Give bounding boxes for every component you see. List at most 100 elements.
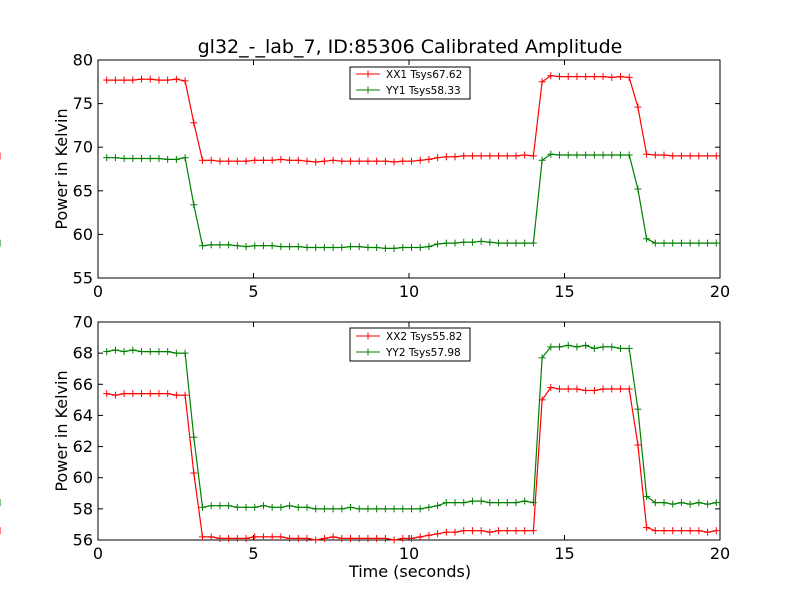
data-point-marker (616, 385, 624, 393)
x-tick-label: 10 (399, 544, 419, 563)
bottom-axis-ticks: 0 5 10 15 20 56 58 60 62 64 66 68 70 (73, 313, 731, 564)
x-tick-label: 0 (93, 544, 103, 563)
data-point-marker (216, 502, 224, 510)
data-point-marker (259, 242, 267, 250)
data-point-marker (120, 390, 128, 398)
data-point-marker (103, 348, 111, 356)
data-point-marker (407, 534, 415, 542)
data-point-marker (111, 346, 119, 354)
data-point-marker (416, 243, 424, 251)
data-point-marker (651, 527, 659, 535)
data-point-marker (303, 243, 311, 251)
data-point-marker (320, 534, 328, 542)
data-point-marker (695, 527, 703, 535)
data-point-marker (608, 151, 616, 159)
data-point-marker (643, 235, 651, 243)
data-point-marker (669, 239, 677, 247)
data-point-marker (486, 528, 494, 536)
data-point-marker (434, 240, 442, 248)
data-point-marker (277, 243, 285, 251)
data-point-marker (129, 155, 137, 163)
data-point-marker (138, 390, 146, 398)
data-point-marker (477, 152, 485, 160)
data-point-marker (364, 534, 372, 542)
data-point-marker (625, 344, 633, 352)
data-point-marker (503, 239, 511, 247)
x-tick-label: 5 (248, 544, 258, 563)
data-point-marker (111, 76, 119, 84)
data-point-marker (686, 500, 694, 508)
y-tick-label: 65 (73, 181, 93, 200)
x-tick-label: 5 (248, 282, 258, 301)
data-point-marker (712, 152, 720, 160)
data-point-marker (512, 152, 520, 160)
data-point-marker (373, 157, 381, 165)
data-point-marker (468, 152, 476, 160)
data-point-marker (442, 239, 450, 247)
data-point-marker (712, 527, 720, 535)
data-point-marker (599, 73, 607, 81)
data-point-marker (103, 76, 111, 84)
data-point-marker (207, 502, 215, 510)
y-tick-label: 66 (73, 375, 93, 394)
data-point-marker (259, 533, 267, 541)
data-point-marker (625, 151, 633, 159)
data-point-marker (381, 157, 389, 165)
data-point-marker (660, 151, 668, 159)
data-point-marker (529, 499, 537, 507)
data-point-marker (259, 502, 267, 510)
data-point-marker (434, 530, 442, 538)
data-point-marker (381, 505, 389, 513)
data-point-marker (207, 533, 215, 541)
data-point-marker (242, 157, 250, 165)
data-point-marker (312, 158, 320, 166)
data-point-marker (643, 492, 651, 500)
data-point-marker (686, 239, 694, 247)
data-point-marker (399, 534, 407, 542)
data-point-marker (495, 499, 503, 507)
data-point-marker (155, 76, 163, 84)
data-point-marker (259, 156, 267, 164)
data-point-marker (120, 348, 128, 356)
top-series-lines (0, 72, 720, 252)
data-point-marker (486, 238, 494, 246)
data-point-marker (538, 354, 546, 362)
chart-title: gl32_-_lab_7, ID:85306 Calibrated Amplit… (198, 36, 623, 58)
data-point-marker (207, 156, 215, 164)
data-point-marker (451, 528, 459, 536)
data-point-marker (582, 387, 590, 395)
data-point-marker (338, 534, 346, 542)
data-point-marker (347, 503, 355, 511)
data-point-marker (129, 390, 137, 398)
legend-label-yy1: YY1 Tsys58.33 (385, 85, 461, 97)
data-point-marker (146, 155, 154, 163)
x-tick-label: 15 (554, 282, 574, 301)
data-point-marker (416, 156, 424, 164)
data-point-marker (590, 73, 598, 81)
data-point-marker (660, 527, 668, 535)
data-point-marker (286, 534, 294, 542)
data-point-marker (242, 503, 250, 511)
data-point-marker (338, 243, 346, 251)
data-point-marker (268, 242, 276, 250)
data-point-marker (312, 243, 320, 251)
data-point-marker (564, 151, 572, 159)
data-point-marker (547, 72, 555, 80)
data-point-marker (347, 157, 355, 165)
data-point-marker (233, 242, 241, 250)
data-point-marker (355, 243, 363, 251)
data-point-marker (364, 243, 372, 251)
data-point-marker (198, 242, 206, 250)
data-point-marker (521, 151, 529, 159)
data-point-marker (547, 150, 555, 158)
data-point-marker (677, 527, 685, 535)
data-point-marker (381, 244, 389, 252)
data-point-marker (355, 157, 363, 165)
x-tick-label: 20 (710, 282, 730, 301)
data-point-marker (468, 527, 476, 535)
data-point-marker (146, 75, 154, 83)
data-point-marker (390, 505, 398, 513)
data-point-marker (608, 73, 616, 81)
data-point-marker (695, 152, 703, 160)
data-point-marker (355, 505, 363, 513)
